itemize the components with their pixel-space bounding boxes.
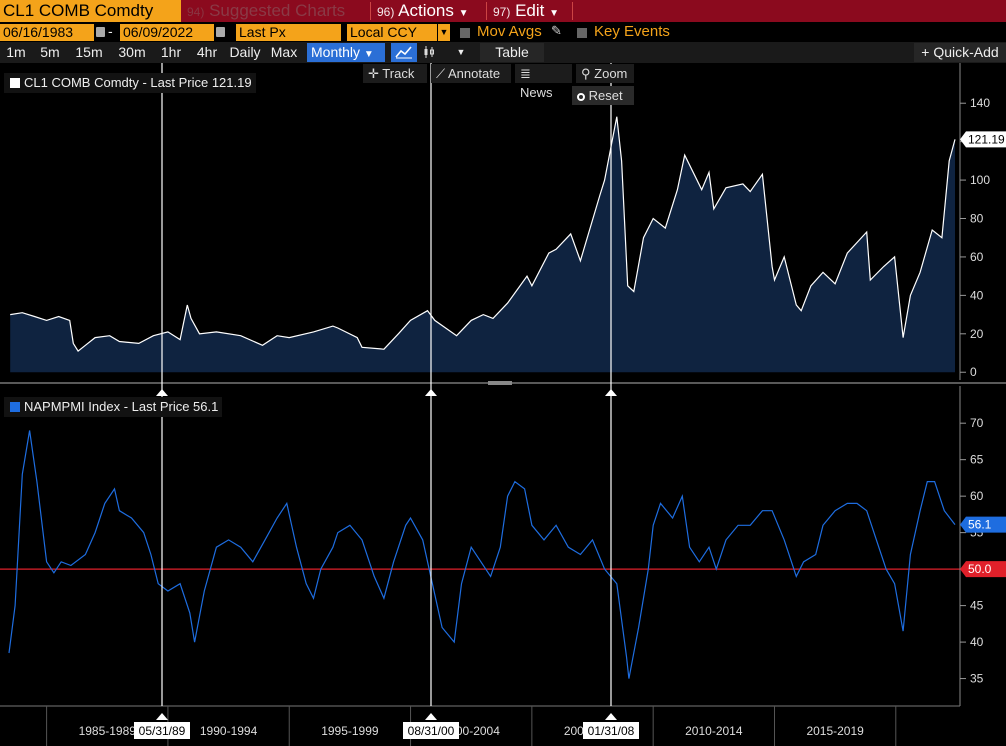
chart-canvas[interactable]: 020406080100120140121.19 354045505560657… bbox=[0, 63, 1006, 746]
actions-menu[interactable]: 96) Actions ▼ bbox=[377, 1, 469, 20]
magnifier-icon: ⚲ bbox=[581, 66, 591, 81]
period-max-button[interactable]: Max bbox=[270, 44, 298, 60]
mov-avgs-label[interactable]: Mov Avgs bbox=[477, 23, 542, 40]
price-y-tick-label: 20 bbox=[970, 327, 984, 341]
x-tick-label: 1985-1989 bbox=[79, 724, 137, 738]
event-marker-tag bbox=[583, 722, 639, 739]
pmi-last-value-tag bbox=[960, 516, 1006, 533]
edit-menu[interactable]: 97) Edit ▼ bbox=[493, 1, 560, 20]
legend-swatch bbox=[10, 78, 20, 88]
reset-button[interactable]: Reset bbox=[572, 86, 634, 105]
zoom-button[interactable]: ⚲ Zoom bbox=[576, 64, 634, 83]
x-tick-label: 2010-2014 bbox=[685, 724, 743, 738]
key-events-checkbox[interactable] bbox=[577, 28, 587, 38]
pmi-chart: 354045505560657056.150.0 bbox=[0, 386, 1006, 706]
x-tick-label: 1995-1999 bbox=[321, 724, 379, 738]
price-chart: 020406080100120140121.19 bbox=[10, 63, 1006, 380]
top-menu-bar: CL1 COMB Comdty 94) Suggested Charts 96)… bbox=[0, 0, 1006, 22]
event-marker-label: 01/31/08 bbox=[588, 724, 635, 738]
crosshair-icon: ✛ bbox=[368, 66, 379, 81]
news-icon: ≣ bbox=[520, 66, 531, 81]
period-5m-button[interactable]: 5m bbox=[40, 44, 60, 60]
pen-icon: ⟋ bbox=[436, 66, 446, 81]
price-y-tick-label: 100 bbox=[970, 173, 990, 187]
price-y-tick-label: 0 bbox=[970, 365, 977, 379]
caret-down-icon: ▼ bbox=[458, 8, 469, 19]
x-tick-label: 2015-2019 bbox=[806, 724, 864, 738]
track-button[interactable]: ✛ Track bbox=[363, 64, 427, 83]
menu-divider bbox=[370, 2, 371, 20]
end-date-field[interactable]: 06/09/2022 bbox=[120, 24, 214, 41]
key-events-label[interactable]: Key Events bbox=[594, 23, 670, 40]
panel-resize-handle bbox=[488, 381, 512, 385]
price-last-value-tag bbox=[960, 131, 1006, 148]
price-legend: CL1 COMB Comdty - Last Price 121.19 bbox=[4, 73, 256, 93]
calendar-icon[interactable] bbox=[216, 27, 225, 37]
price-series-line bbox=[10, 116, 956, 352]
line-chart-icon[interactable] bbox=[391, 43, 417, 62]
chart-overlay: 1985-19891990-19941995-19992000-20042005… bbox=[0, 63, 1006, 746]
legend-swatch bbox=[10, 402, 20, 412]
pencil-icon[interactable]: ✎ bbox=[551, 23, 562, 38]
event-marker-arrow bbox=[156, 389, 168, 396]
currency-select[interactable]: Local CCY bbox=[347, 24, 437, 41]
period-daily-button[interactable]: Daily bbox=[229, 44, 261, 60]
ticker-field[interactable]: CL1 COMB Comdty bbox=[0, 0, 181, 22]
caret-down-icon: ▼ bbox=[549, 8, 560, 19]
event-marker-arrow bbox=[425, 389, 437, 396]
period-30m-button[interactable]: 30m bbox=[118, 44, 146, 60]
table-button[interactable]: Table bbox=[480, 43, 544, 62]
date-separator: - bbox=[108, 23, 113, 39]
event-marker-tag bbox=[403, 722, 459, 739]
news-button[interactable]: ≣ News bbox=[515, 64, 572, 100]
event-marker-label: 05/31/89 bbox=[139, 724, 186, 738]
pmi-y-tick-label: 35 bbox=[970, 672, 984, 686]
price-y-tick-label: 80 bbox=[970, 212, 984, 226]
suggested-charts-menu[interactable]: 94) Suggested Charts bbox=[187, 1, 346, 20]
period-bar: 1m 5m 15m 30m 1hr 4hr Daily Max Monthly … bbox=[0, 42, 1006, 63]
reset-icon bbox=[577, 93, 585, 101]
price-area-fill bbox=[10, 116, 955, 373]
calendar-icon[interactable] bbox=[96, 27, 105, 37]
period-1m-button[interactable]: 1m bbox=[6, 44, 26, 60]
menu-divider bbox=[486, 2, 487, 20]
pmi-last-value-label: 56.1 bbox=[968, 518, 992, 532]
event-marker-arrow bbox=[605, 389, 617, 396]
mov-avgs-checkbox[interactable] bbox=[460, 28, 470, 38]
period-1hr-button[interactable]: 1hr bbox=[160, 44, 182, 60]
pmi-y-tick-label: 60 bbox=[970, 489, 984, 503]
price-y-tick-label: 60 bbox=[970, 250, 984, 264]
caret-down-icon: ▼ bbox=[363, 49, 374, 60]
threshold-label: 50.0 bbox=[968, 562, 992, 576]
price-last-value-label: 121.19 bbox=[968, 132, 1005, 146]
price-field-select[interactable]: Last Px bbox=[236, 24, 341, 41]
price-y-tick-label: 140 bbox=[970, 96, 990, 110]
frequency-select[interactable]: Monthly ▼ bbox=[307, 43, 385, 62]
pmi-y-tick-label: 65 bbox=[970, 453, 984, 467]
currency-dropdown-icon[interactable]: ▼ bbox=[438, 24, 450, 41]
price-y-tick-label: 40 bbox=[970, 288, 984, 302]
threshold-tag bbox=[960, 561, 1006, 578]
start-date-field[interactable]: 06/16/1983 bbox=[0, 24, 94, 41]
menu-divider bbox=[572, 2, 573, 20]
x-tick-label: 1990-1994 bbox=[200, 724, 258, 738]
period-15m-button[interactable]: 15m bbox=[75, 44, 103, 60]
ticker-label: CL1 COMB Comdty bbox=[3, 1, 154, 20]
annotate-button[interactable]: ⟋ Annotate bbox=[431, 64, 511, 83]
event-marker-tag bbox=[134, 722, 190, 739]
event-marker-arrow bbox=[605, 713, 617, 720]
pmi-legend: NAPMPMI Index - Last Price 56.1 bbox=[4, 397, 223, 417]
event-marker-arrow bbox=[425, 713, 437, 720]
event-marker-arrow bbox=[156, 713, 168, 720]
candlestick-icon[interactable] bbox=[420, 43, 438, 62]
quick-add-button[interactable]: + Quick-Add bbox=[914, 43, 1006, 62]
event-marker-label: 08/31/00 bbox=[408, 724, 455, 738]
pmi-y-tick-label: 40 bbox=[970, 635, 984, 649]
chart-type-dropdown-icon[interactable]: ▼ bbox=[456, 47, 466, 57]
settings-bar: 06/16/1983 - 06/09/2022 Last Px Local CC… bbox=[0, 23, 1006, 42]
period-4hr-button[interactable]: 4hr bbox=[196, 44, 218, 60]
pmi-y-tick-label: 70 bbox=[970, 416, 984, 430]
pmi-y-tick-label: 45 bbox=[970, 599, 984, 613]
pmi-series-line bbox=[8, 430, 956, 679]
